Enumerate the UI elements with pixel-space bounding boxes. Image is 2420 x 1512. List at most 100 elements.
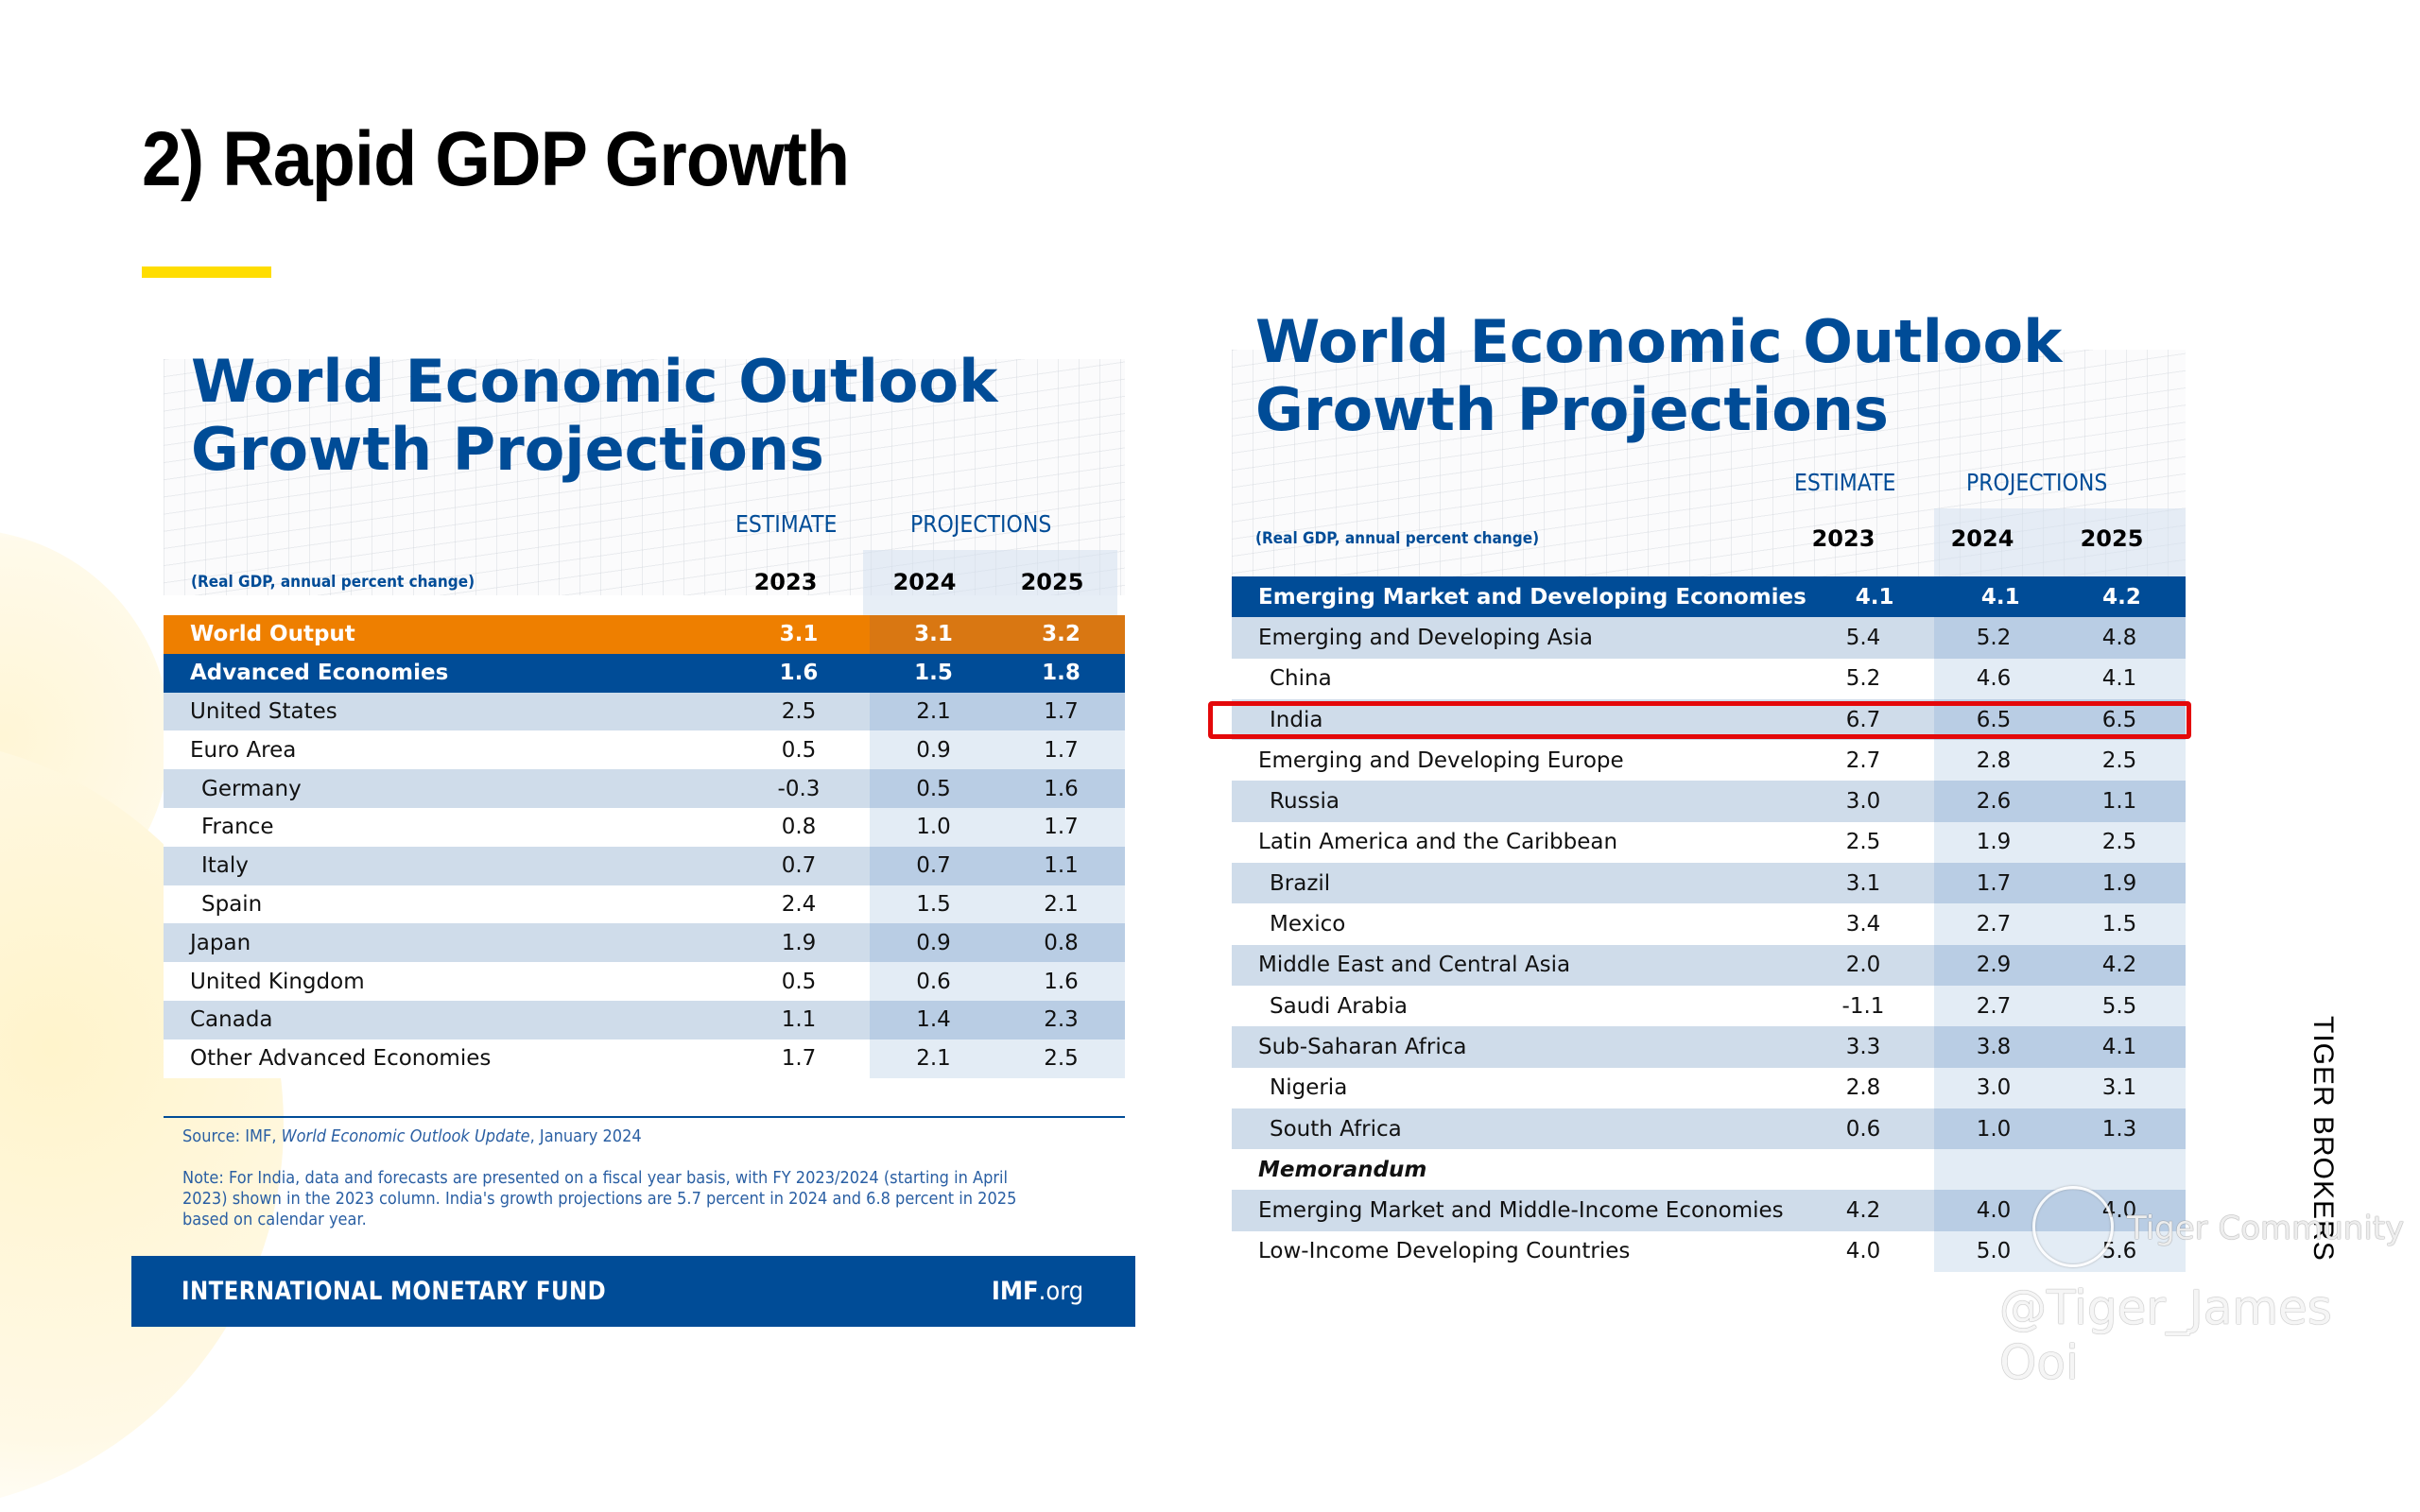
row-label: Saudi Arabia (1270, 993, 1408, 1019)
row-label: United Kingdom (190, 969, 365, 994)
value-2024: 0.7 (870, 846, 997, 885)
value-2024: 0.9 (870, 923, 997, 963)
left-growth-projections-table: World Economic Outlook Growth Projection… (164, 321, 1125, 1229)
value-2023: 0.8 (781, 815, 817, 840)
year-header-2024: 2024 (1950, 525, 2014, 552)
row-label: Euro Area (190, 737, 297, 763)
imf-name: INTERNATIONAL MONETARY FUND (182, 1277, 607, 1306)
value-2025: 4.2 (2057, 576, 2186, 618)
imf-url-rest: .org (1038, 1277, 1083, 1306)
row-label: Memorandum (1258, 1157, 1427, 1182)
value-2025: 1.6 (997, 962, 1125, 1001)
table-row: Russia 3.0 2.6 1.1 (1232, 781, 2186, 822)
value-2025: 1.8 (997, 653, 1125, 693)
imf-url-link[interactable]: IMF.org (992, 1277, 1083, 1306)
value-2024: 3.0 (1934, 1067, 2053, 1108)
value-2024: 4.1 (1943, 576, 2058, 618)
value-2025: 1.7 (997, 807, 1125, 847)
value-2023: 5.2 (1845, 666, 1881, 692)
value-2024: 5.2 (1934, 617, 2053, 659)
table-row: Italy 0.7 0.7 1.1 (164, 846, 1125, 885)
table-row: United States 2.5 2.1 1.7 (164, 692, 1125, 731)
value-2025: 5.5 (2053, 985, 2186, 1027)
row-label: Emerging and Developing Europe (1258, 747, 1624, 773)
projections-header: PROJECTIONS (1966, 469, 2108, 496)
value-2024: 3.1 (870, 615, 997, 654)
value-2024: 2.7 (1934, 985, 2053, 1027)
projections-column-shade (1934, 508, 2186, 576)
value-2025: 2.5 (2053, 740, 2186, 782)
value-2024: 0.5 (870, 769, 997, 808)
tiger-brokers-label: TIGER BROKERS (2308, 1016, 2339, 1262)
row-label: Sub-Saharan Africa (1258, 1034, 1467, 1059)
row-label: South Africa (1270, 1116, 1402, 1142)
value-2023: 1.7 (781, 1046, 817, 1072)
row-label: Latin America and the Caribbean (1258, 830, 1618, 855)
table-row: Emerging and Developing Asia 5.4 5.2 4.8 (1232, 617, 2186, 659)
value-2023: 6.7 (1845, 707, 1881, 732)
value-2023: 2.7 (1845, 747, 1881, 773)
row-label: Middle East and Central Asia (1258, 953, 1571, 978)
value-2024: 1.7 (1934, 863, 2053, 904)
imf-url-bold: IMF (991, 1277, 1039, 1306)
value-2024: 1.5 (870, 653, 997, 693)
row-label: India (1270, 707, 1323, 732)
value-2023: 4.2 (1845, 1198, 1881, 1224)
value-2023: -0.3 (777, 776, 821, 801)
source-suffix: , January 2024 (529, 1126, 642, 1146)
table-row: Low-Income Developing Countries 4.0 5.0 5.6 (1232, 1230, 2186, 1273)
value-2025: 4.1 (2053, 658, 2186, 699)
row-label: France (201, 815, 274, 840)
value-2024: 1.5 (870, 885, 997, 924)
value-2024: 1.9 (1934, 821, 2053, 864)
table-title: World Economic Outlook Growth Projection… (1255, 308, 2062, 444)
value-2025: 1.1 (2053, 781, 2186, 822)
value-2023: 2.5 (781, 698, 817, 724)
title-underline (142, 266, 271, 278)
imf-footer-bar: INTERNATIONAL MONETARY FUND IMF.org (131, 1256, 1135, 1327)
table-row: Memorandum (1232, 1149, 2186, 1191)
table-title-line-2: Growth Projections (1255, 375, 1889, 444)
row-label: Germany (201, 776, 302, 801)
value-2025: 4.1 (2053, 1026, 2186, 1068)
table-row: Germany -0.3 0.5 1.6 (164, 769, 1125, 808)
value-2025: 1.3 (2053, 1108, 2186, 1150)
value-2024: 6.5 (1934, 698, 2053, 741)
value-2024: 2.7 (1934, 903, 2053, 945)
value-2024: 3.8 (1934, 1026, 2053, 1068)
table-row: India 6.7 6.5 6.5 (1232, 698, 2186, 741)
row-label: Emerging Market and Middle-Income Econom… (1258, 1198, 1784, 1224)
value-2025: 1.9 (2053, 863, 2186, 904)
row-label: Emerging and Developing Asia (1258, 625, 1593, 650)
value-2025: 1.5 (2053, 903, 2186, 945)
india-highlight-box (1208, 701, 2191, 739)
table-row: Emerging Market and Developing Economies… (1232, 576, 2186, 618)
table-title-line-1: World Economic Outlook (1255, 307, 2063, 376)
mesh-background (1232, 350, 2186, 576)
year-header-2025: 2025 (2080, 525, 2144, 552)
unit-label: (Real GDP, annual percent change) (1255, 529, 1540, 548)
table-row: Nigeria 2.8 3.0 3.1 (1232, 1067, 2186, 1108)
table-bottom-rule (164, 1116, 1125, 1118)
value-2024 (1934, 1149, 2053, 1191)
estimate-header: ESTIMATE (735, 510, 838, 538)
value-2025: 4.2 (2053, 944, 2186, 986)
value-2025: 1.7 (997, 692, 1125, 731)
value-2024: 4.6 (1934, 658, 2053, 699)
value-2023: 0.5 (781, 737, 817, 763)
value-2025: 3.1 (2053, 1067, 2186, 1108)
value-2024: 2.6 (1934, 781, 2053, 822)
value-2023: 5.4 (1845, 625, 1881, 650)
value-2023: 1.1 (781, 1007, 817, 1033)
table-row: Euro Area 0.5 0.9 1.7 (164, 730, 1125, 770)
value-2023: 3.1 (1845, 870, 1881, 896)
row-label: Low-Income Developing Countries (1258, 1239, 1631, 1264)
slide-title: 2) Rapid GDP Growth (142, 116, 850, 202)
value-2023: -1.1 (1841, 993, 1885, 1019)
source-note: Source: IMF, World Economic Outlook Upda… (182, 1126, 642, 1146)
row-label: Japan (190, 930, 251, 955)
row-label: Russia (1270, 789, 1340, 815)
row-label: Nigeria (1270, 1075, 1348, 1101)
value-2025: 1.1 (997, 846, 1125, 885)
source-title: World Economic Outlook Update (281, 1126, 530, 1146)
